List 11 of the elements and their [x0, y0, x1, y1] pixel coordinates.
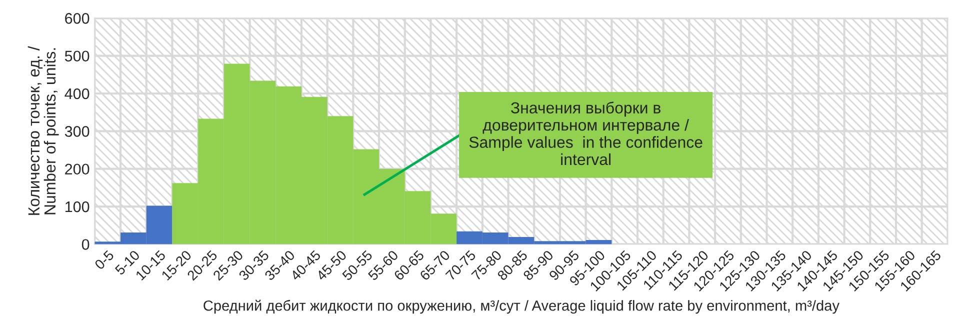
y-tick-label: 600	[65, 13, 90, 24]
x-axis-title: Средний дебит жидкости по окружению, м³/сут / Average liquid flow rate by environment, m³/day	[204, 300, 840, 314]
y-tick-label: 500	[64, 50, 90, 62]
y-tick-label: 0	[82, 239, 90, 250]
y-tick-label: 400	[64, 88, 90, 100]
x-tick-label: 0-5	[94, 250, 114, 270]
annotation: Значения выборки в доверительном интервале / Sample values in the confidence interval	[469, 102, 702, 166]
y-tick-label: 200	[65, 164, 90, 175]
y-tick-label: 100	[65, 201, 90, 212]
y-tick-label: 300	[64, 126, 90, 137]
y-axis-title: Количество точек, ед. / Number of points, units.	[28, 46, 59, 215]
